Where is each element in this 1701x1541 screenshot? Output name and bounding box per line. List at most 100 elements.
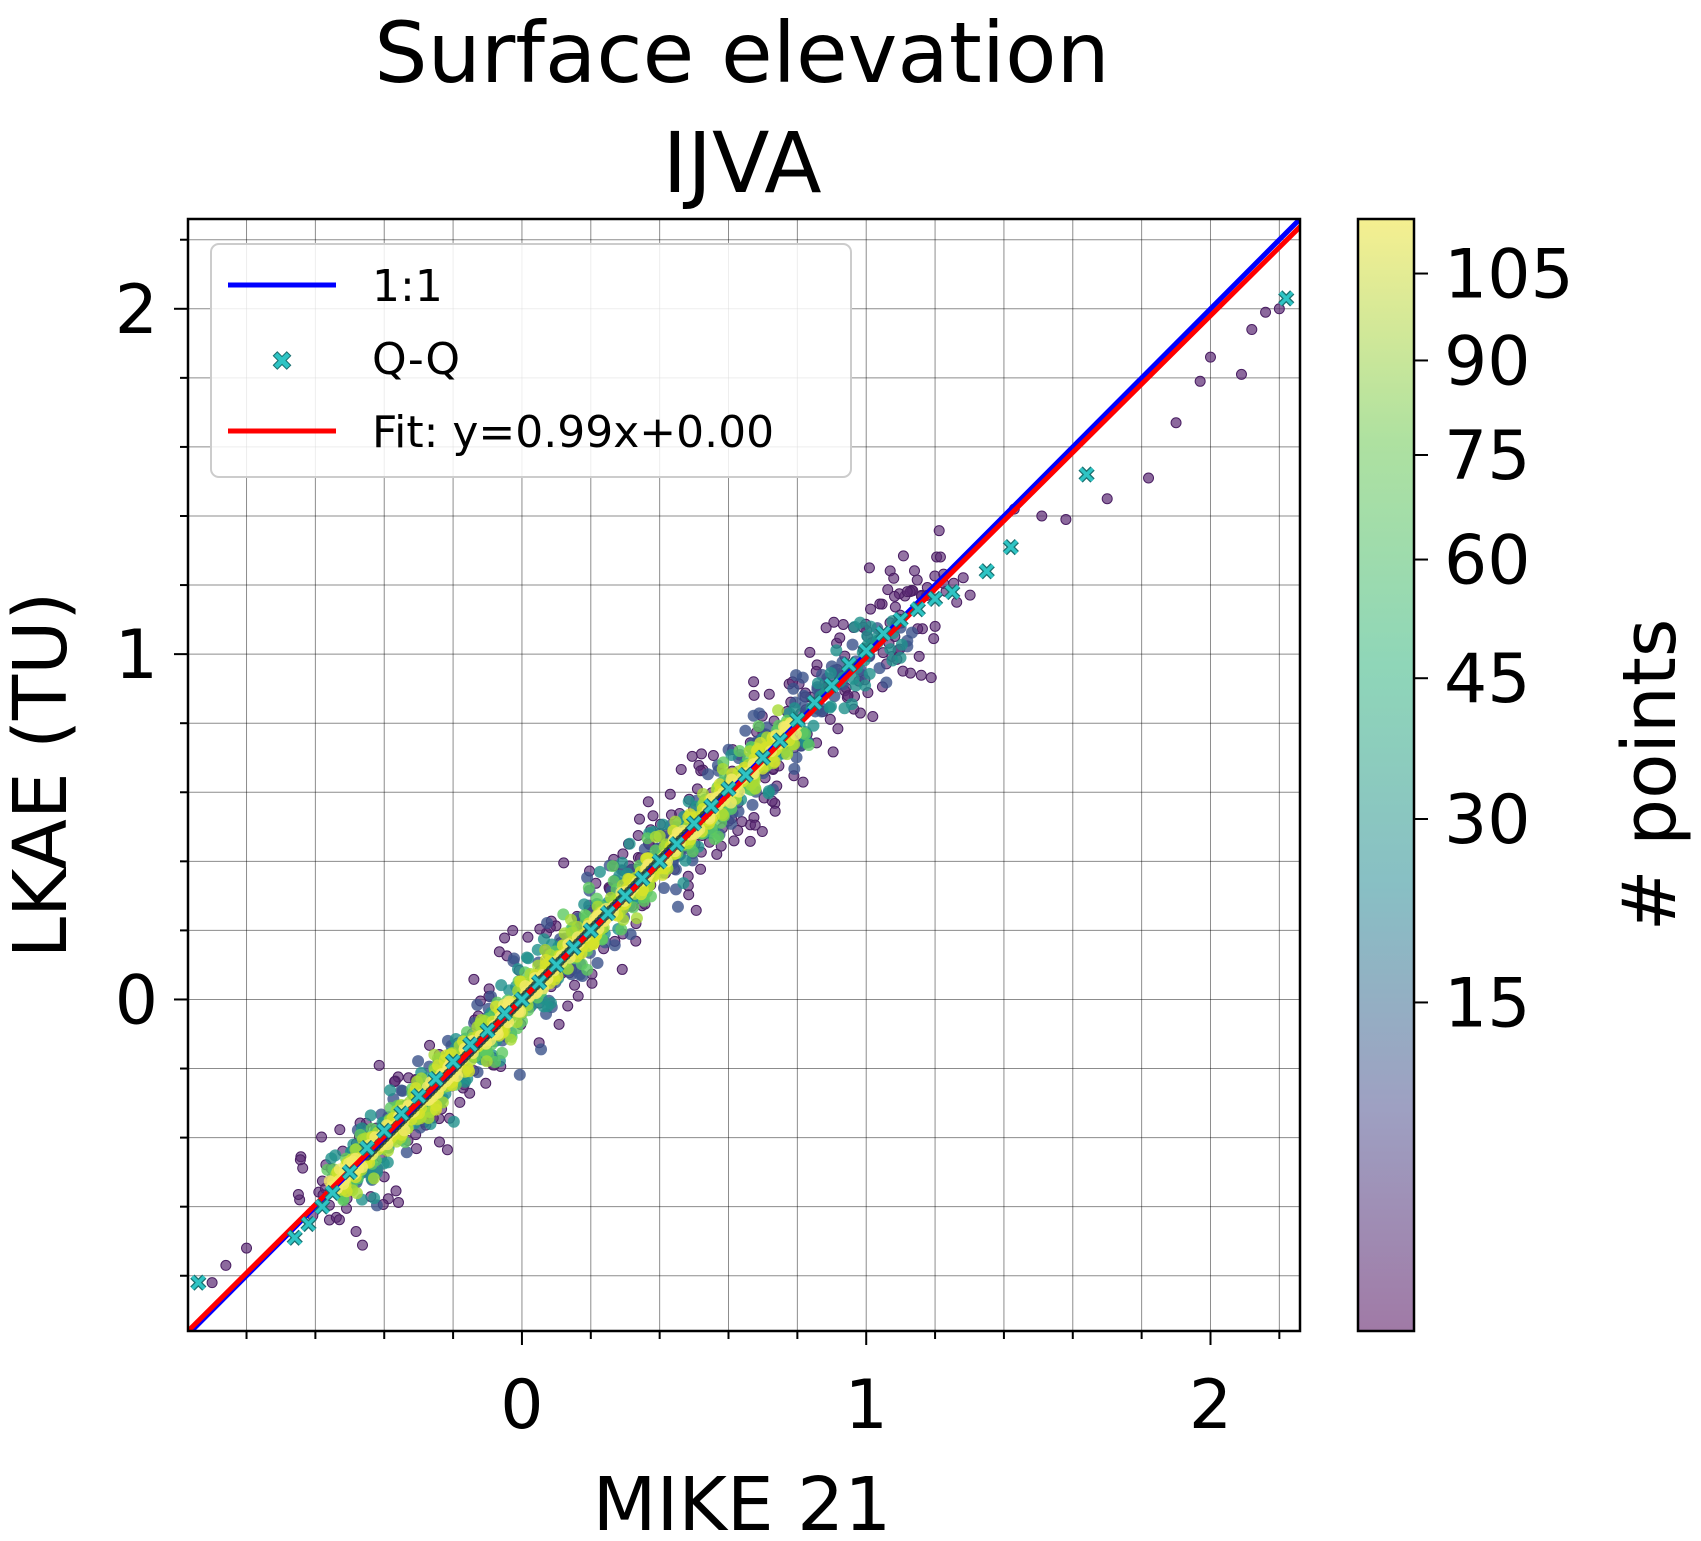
density-point xyxy=(928,633,940,645)
density-point xyxy=(884,643,897,656)
density-point xyxy=(316,1131,328,1143)
density-point xyxy=(901,586,913,598)
density-point xyxy=(373,1059,385,1071)
density-point xyxy=(824,713,836,725)
colorbar-tick-label: 15 xyxy=(1444,964,1531,1043)
density-point xyxy=(804,646,816,658)
density-point xyxy=(447,1115,460,1128)
density-point xyxy=(675,763,687,775)
density-point xyxy=(441,1144,453,1156)
qq-marker xyxy=(599,905,617,922)
qq-marker xyxy=(479,1022,496,1039)
density-point xyxy=(725,817,738,830)
qq-marker xyxy=(668,835,685,853)
density-point xyxy=(929,620,941,632)
density-point xyxy=(756,826,768,838)
density-point xyxy=(541,1000,554,1013)
qq-marker xyxy=(513,991,531,1008)
density-point xyxy=(513,1068,526,1081)
outlier-point xyxy=(1036,510,1048,522)
qq-marker xyxy=(496,1005,513,1022)
y-tick-label: 2 xyxy=(115,271,158,350)
outlier-point xyxy=(1101,493,1113,505)
qq-marker xyxy=(376,1122,393,1139)
density-point xyxy=(630,912,643,925)
qq-marker xyxy=(840,656,858,673)
qq-marker xyxy=(427,1070,444,1088)
legend: 1:1 ✖ Q-Q Fit: y=0.99x+0.00 xyxy=(210,243,852,478)
legend-label-fit: Fit: y=0.99x+0.00 xyxy=(372,407,774,458)
qq-marker xyxy=(720,780,737,797)
density-point xyxy=(707,750,719,762)
density-point xyxy=(608,939,621,952)
density-point xyxy=(861,629,874,642)
density-point xyxy=(915,669,927,681)
density-point xyxy=(736,816,748,828)
colorbar-gradient xyxy=(1356,217,1416,1333)
density-point xyxy=(390,1185,402,1197)
qq-marker xyxy=(286,1229,303,1246)
density-point xyxy=(647,810,659,822)
outlier-point xyxy=(206,1277,218,1289)
density-point xyxy=(889,601,901,613)
density-point xyxy=(897,665,909,677)
density-point xyxy=(433,1136,445,1148)
density-point xyxy=(820,622,832,634)
density-point xyxy=(838,702,851,715)
qq-marker xyxy=(617,887,634,904)
outlier-point xyxy=(241,1242,253,1254)
density-point xyxy=(873,662,886,675)
density-point xyxy=(695,863,707,875)
density-point xyxy=(790,751,803,764)
colorbar-tick-label: 30 xyxy=(1444,781,1531,860)
density-point xyxy=(368,1192,381,1205)
density-point xyxy=(591,956,604,969)
density-point xyxy=(356,1239,368,1251)
density-point xyxy=(367,1172,380,1185)
qq-marker xyxy=(651,853,668,870)
qq-marker xyxy=(444,1053,462,1070)
density-point xyxy=(683,889,695,901)
density-point xyxy=(412,1055,425,1068)
density-point xyxy=(294,1154,306,1166)
legend-label-1-1: 1:1 xyxy=(372,261,443,312)
density-point xyxy=(701,768,714,781)
density-point xyxy=(724,796,737,809)
qq-marker xyxy=(1002,538,1019,556)
density-point xyxy=(867,710,879,722)
density-point xyxy=(424,1039,436,1051)
qq-marker xyxy=(892,611,909,628)
qq-marker xyxy=(703,797,720,815)
density-point xyxy=(888,590,900,602)
density-point xyxy=(824,700,837,713)
outlier-point xyxy=(1060,513,1072,525)
outlier-point xyxy=(1204,351,1216,363)
density-point xyxy=(581,871,594,884)
density-point xyxy=(582,881,595,894)
x-axis-label: MIKE 21 xyxy=(593,1462,892,1541)
density-point xyxy=(428,1048,441,1061)
density-point xyxy=(558,857,570,869)
density-point xyxy=(846,638,859,651)
density-point xyxy=(677,877,690,890)
density-point xyxy=(749,819,761,831)
density-point xyxy=(334,1124,346,1136)
density-point xyxy=(384,1084,397,1097)
density-point xyxy=(623,837,636,850)
density-point xyxy=(897,550,909,562)
qq-marker xyxy=(926,590,944,607)
qq-marker xyxy=(823,677,840,694)
density-point xyxy=(895,638,908,651)
density-point xyxy=(615,923,628,936)
density-point xyxy=(695,748,707,760)
qq-marker xyxy=(582,922,599,939)
colorbar-tick-label: 45 xyxy=(1444,640,1531,719)
density-point xyxy=(520,951,533,964)
density-point xyxy=(606,860,619,873)
qq-marker xyxy=(737,766,754,784)
density-point xyxy=(537,933,550,946)
density-point xyxy=(712,830,725,843)
density-point xyxy=(535,1043,548,1056)
density-point xyxy=(329,1149,342,1162)
